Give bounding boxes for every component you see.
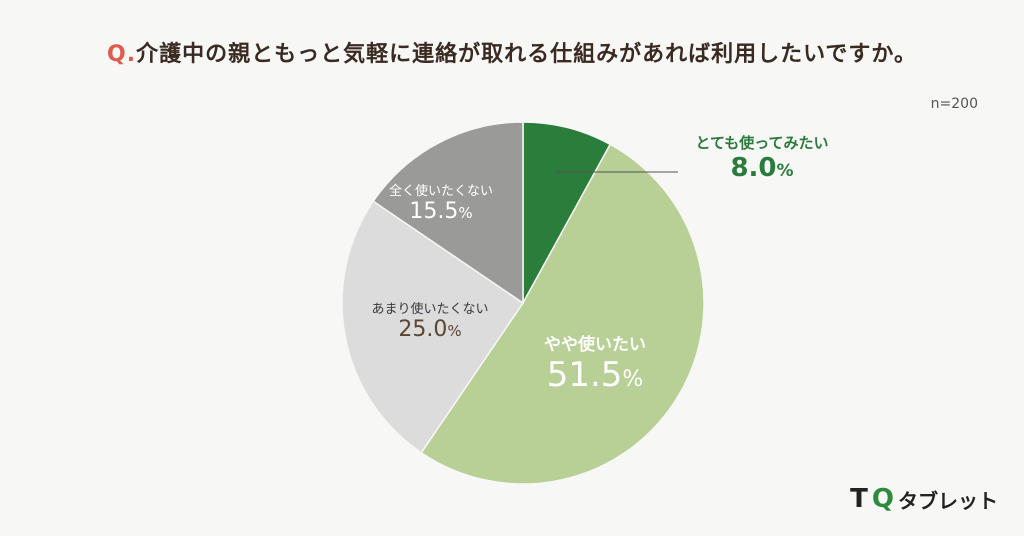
logo-t: T (850, 484, 868, 514)
brand-logo: T Q タブレット (850, 484, 998, 514)
sample-size: n=200 (930, 96, 978, 112)
slice-name: あまり使いたくない (371, 302, 489, 317)
slice-totemo (522, 121, 612, 304)
slice-zenzen (372, 121, 524, 305)
slice-value: 51.5% (546, 355, 644, 395)
title-text: 介護中の親ともっと気軽に連絡が取れる仕組みがあれば利用したいですか。 (136, 42, 917, 67)
slice-name: とても使ってみたい (695, 134, 829, 152)
slice-value: 25.0% (398, 317, 462, 342)
slice-amari (341, 200, 525, 454)
logo-text: タブレット (898, 488, 998, 513)
title-prefix: Q. (107, 42, 137, 67)
slice-label-totemo: とても使ってみたい 8.0% (672, 132, 852, 183)
slice-label-amari: あまり使いたくない 25.0% (355, 298, 505, 342)
slice-value: 15.5% (409, 199, 473, 224)
slice-yaya (420, 143, 705, 485)
slice-value: 8.0% (730, 153, 794, 183)
chart-title: Q.介護中の親ともっと気軽に連絡が取れる仕組みがあれば利用したいですか。 (0, 36, 1024, 68)
slice-label-yaya: やや使いたい 51.5% (520, 330, 670, 395)
slice-label-zenzen: 全く使いたくない 15.5% (376, 180, 506, 224)
logo-q-icon: Q (871, 484, 894, 514)
slice-name: やや使いたい (544, 335, 646, 355)
slice-name: 全く使いたくない (388, 184, 493, 199)
